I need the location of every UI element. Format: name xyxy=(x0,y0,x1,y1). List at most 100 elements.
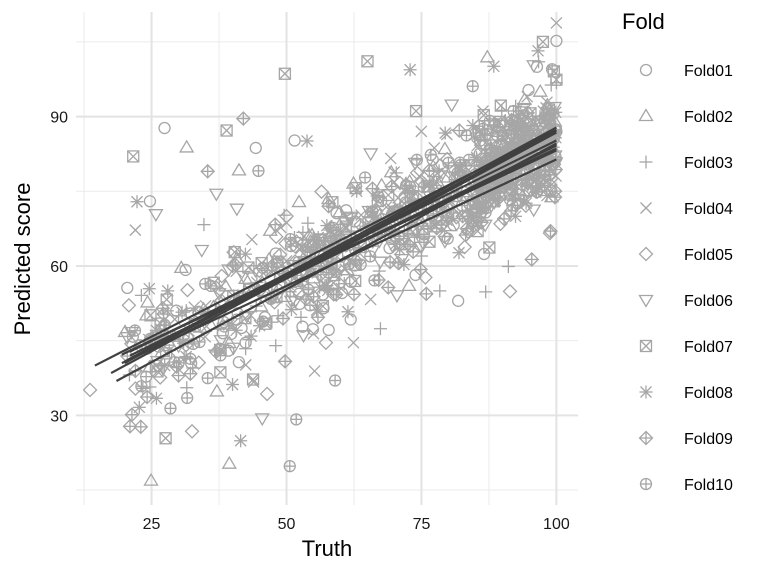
fit-line xyxy=(129,147,557,352)
data-point xyxy=(460,129,473,142)
data-point xyxy=(550,73,563,86)
data-point xyxy=(237,271,254,284)
data-point xyxy=(415,125,428,138)
data-point xyxy=(269,255,285,271)
data-point xyxy=(350,184,364,198)
legend-label: Fold10 xyxy=(684,477,733,494)
data-point xyxy=(213,335,229,349)
data-point xyxy=(128,324,142,337)
data-point xyxy=(438,126,452,140)
data-point xyxy=(249,141,262,155)
data-point xyxy=(424,148,437,162)
data-point xyxy=(388,166,401,179)
data-point xyxy=(487,59,501,73)
data-point xyxy=(414,249,428,263)
data-point xyxy=(358,171,372,184)
data-point xyxy=(328,287,344,303)
data-point xyxy=(452,294,465,307)
data-point xyxy=(238,247,252,261)
data-point xyxy=(392,175,408,191)
legend-label: Fold03 xyxy=(684,155,733,172)
data-point xyxy=(415,237,431,251)
data-point xyxy=(328,374,342,387)
data-point xyxy=(239,358,252,371)
data-point xyxy=(493,216,508,232)
data-point xyxy=(287,296,303,310)
data-point xyxy=(536,35,550,49)
data-point xyxy=(506,199,519,212)
data-point xyxy=(550,34,563,48)
data-point xyxy=(229,323,243,337)
data-point xyxy=(242,261,255,274)
y-tick-label: 90 xyxy=(50,110,68,127)
data-point xyxy=(284,239,298,253)
data-point xyxy=(373,322,387,336)
data-point xyxy=(409,104,423,118)
data-point xyxy=(337,277,351,291)
data-point xyxy=(532,55,546,69)
data-point xyxy=(318,335,334,351)
data-point xyxy=(407,157,423,171)
data-point xyxy=(175,305,189,319)
data-point xyxy=(410,153,424,166)
legend-title: Fold xyxy=(622,9,665,34)
legend-key xyxy=(638,246,654,262)
data-point xyxy=(364,250,377,263)
data-point xyxy=(455,208,471,224)
data-point xyxy=(144,309,157,322)
data-point xyxy=(524,107,537,120)
data-point xyxy=(458,227,474,243)
data-point xyxy=(480,127,494,140)
data-point xyxy=(133,419,149,435)
data-point xyxy=(220,124,233,137)
legend-label: Fold07 xyxy=(684,339,733,356)
data-point xyxy=(314,184,329,200)
data-point xyxy=(269,339,283,353)
data-point xyxy=(303,299,317,312)
data-point xyxy=(361,55,374,68)
legend-label: Fold01 xyxy=(684,63,733,80)
data-point xyxy=(161,284,175,298)
data-point xyxy=(307,327,320,340)
data-point xyxy=(235,111,251,126)
data-point xyxy=(437,229,453,244)
data-point xyxy=(482,141,498,157)
data-point xyxy=(132,400,146,414)
data-point xyxy=(402,238,418,254)
data-point xyxy=(346,286,362,302)
data-point xyxy=(234,434,248,448)
legend-key xyxy=(638,294,654,308)
data-point xyxy=(479,49,495,63)
data-point xyxy=(543,223,558,239)
fit-line xyxy=(121,158,557,365)
data-point xyxy=(239,342,253,356)
data-point xyxy=(171,368,186,383)
data-point xyxy=(462,153,476,166)
data-point xyxy=(451,166,464,180)
data-point xyxy=(549,105,563,119)
data-point xyxy=(209,383,225,397)
data-point xyxy=(173,260,189,274)
legend-key xyxy=(639,385,653,399)
data-point xyxy=(288,134,301,147)
data-point xyxy=(252,164,265,178)
data-point xyxy=(501,259,515,273)
data-point xyxy=(291,194,307,208)
data-point xyxy=(365,181,380,197)
data-point xyxy=(139,389,155,405)
data-point xyxy=(214,366,227,379)
legend-key xyxy=(639,155,653,169)
data-point xyxy=(514,177,530,193)
data-point xyxy=(403,63,417,77)
legend-label: Fold09 xyxy=(684,431,733,448)
data-point xyxy=(307,239,320,253)
data-point xyxy=(121,281,134,295)
data-point xyxy=(242,332,256,346)
data-point xyxy=(172,356,185,369)
data-point xyxy=(341,305,355,319)
data-point xyxy=(82,382,98,398)
data-point xyxy=(321,198,337,214)
data-point xyxy=(208,188,224,202)
data-point xyxy=(543,168,556,182)
data-point xyxy=(179,139,195,153)
